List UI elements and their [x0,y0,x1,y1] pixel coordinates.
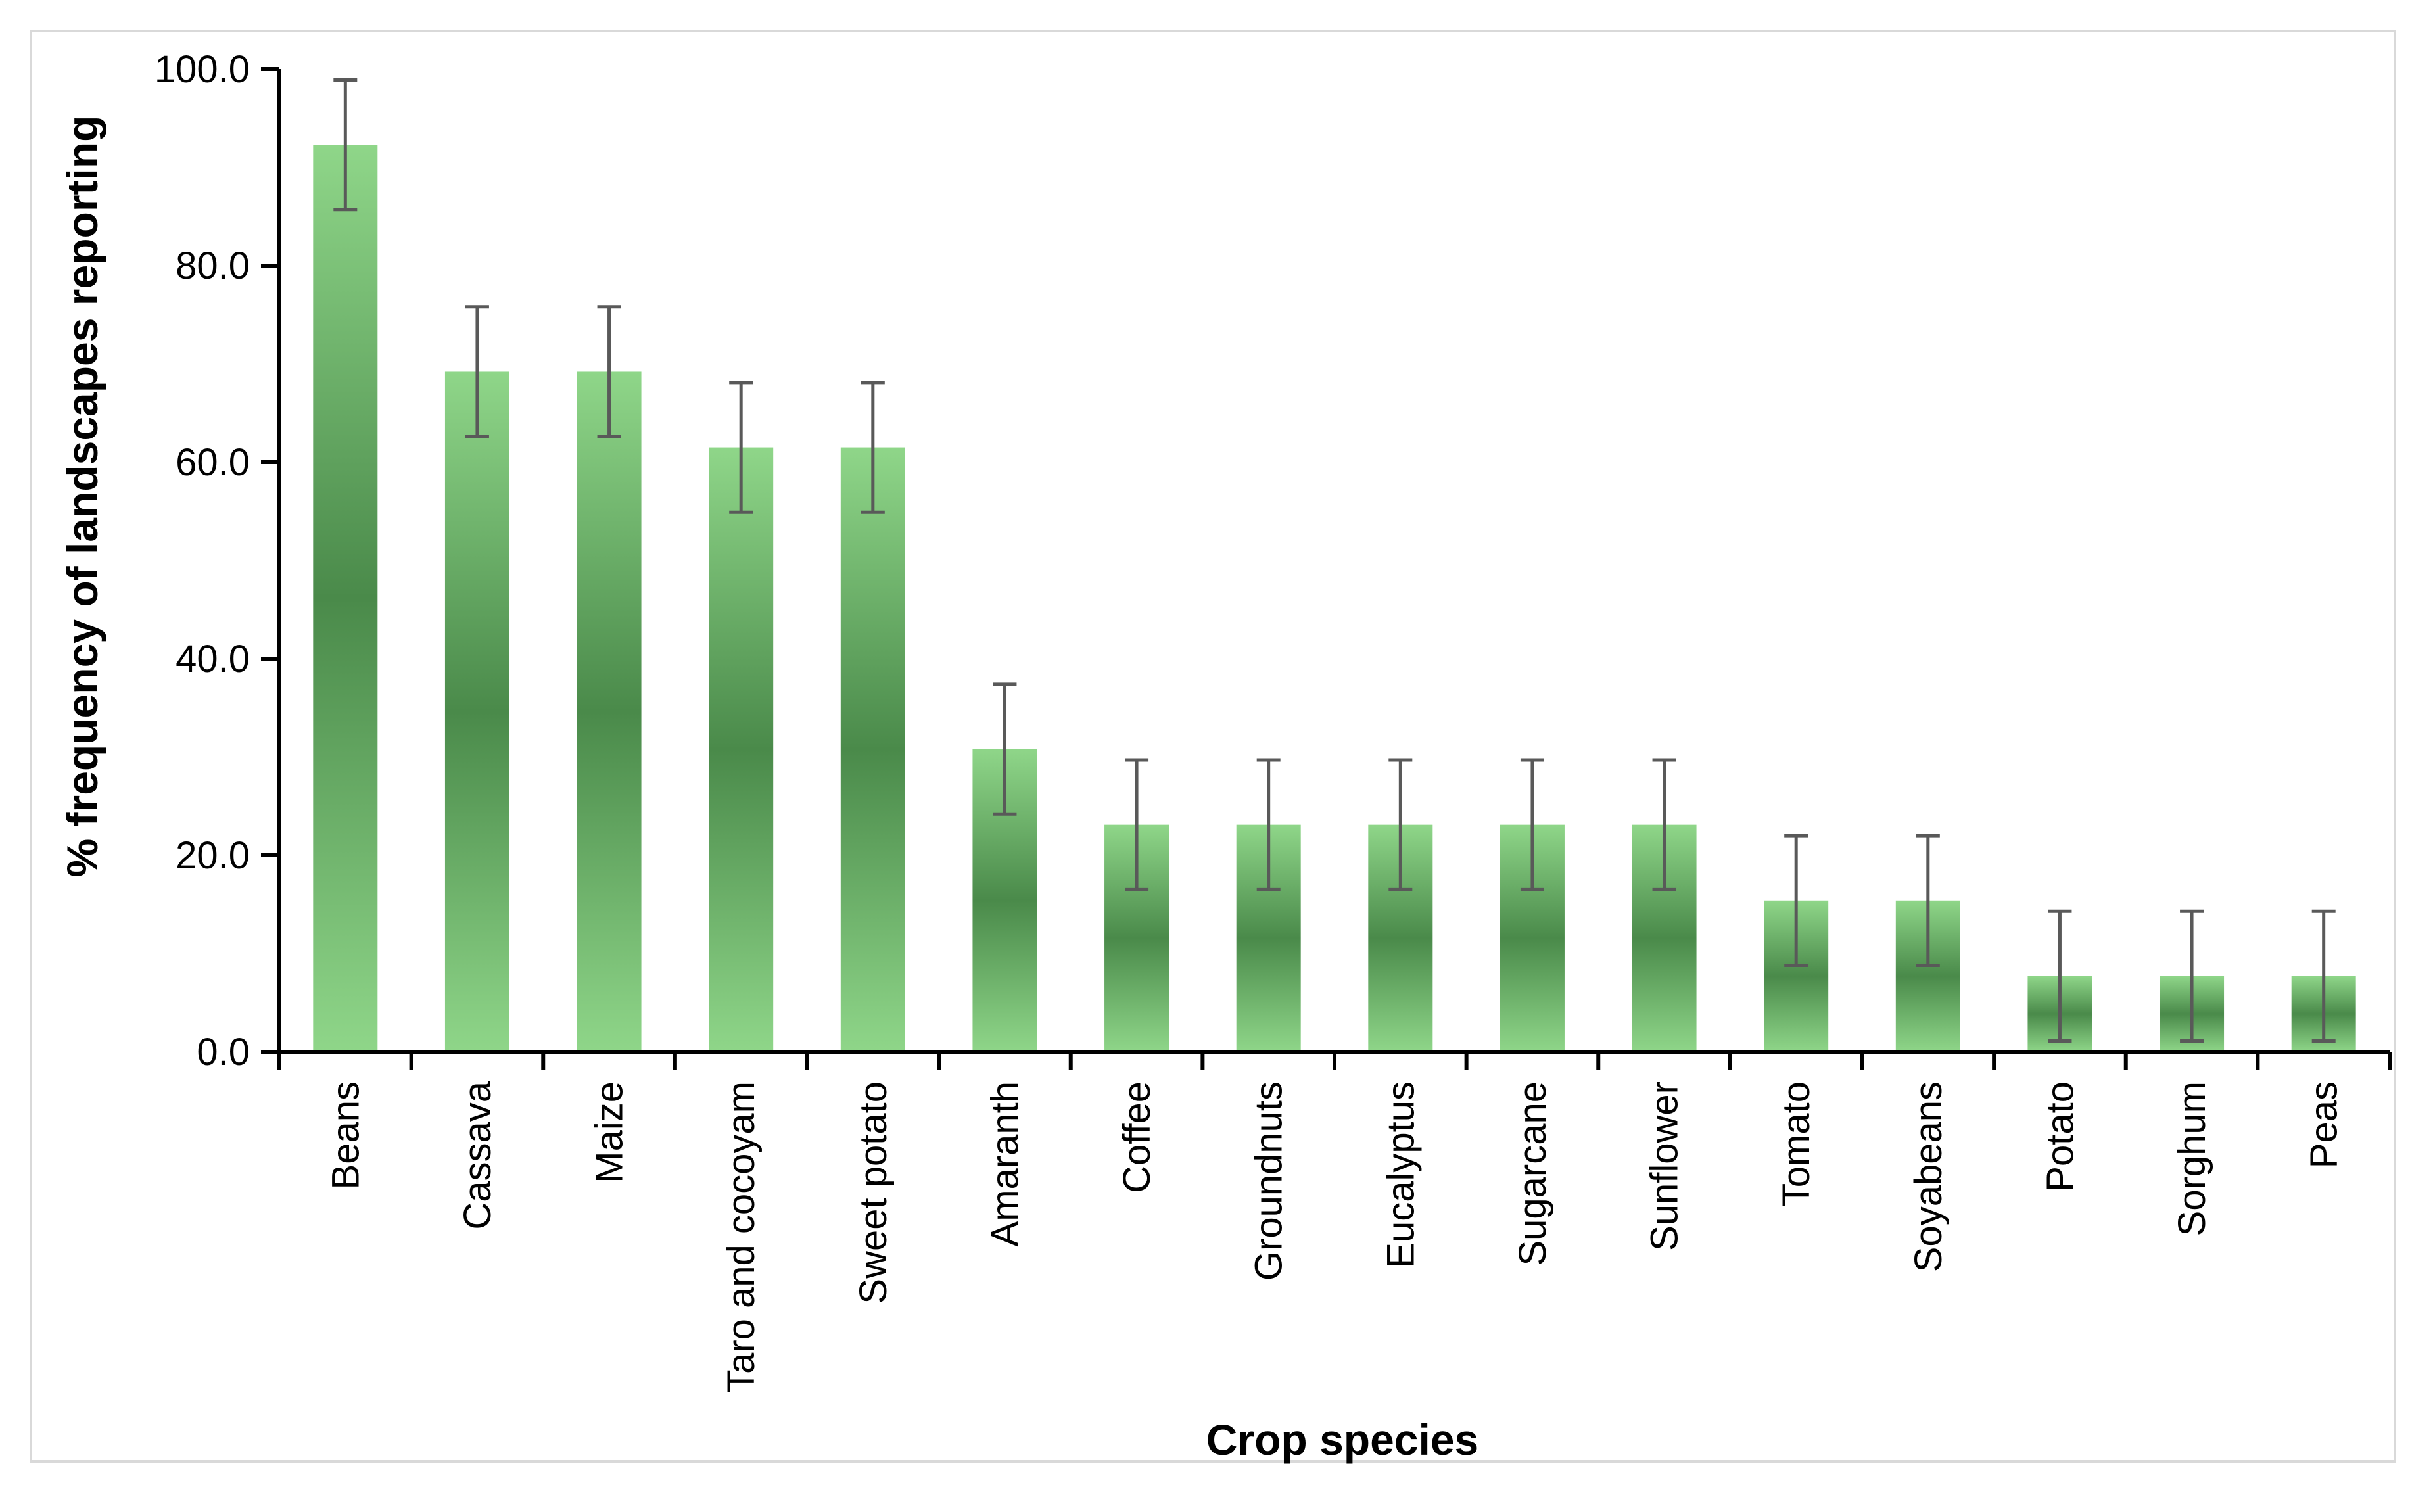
x-tick-label: Sweet potato [852,1081,895,1304]
x-tick-label: Sorghum [2171,1081,2213,1236]
y-tick-label: 0.0 [197,1031,250,1074]
x-tick-label: Peas [2303,1081,2346,1168]
y-tick-label: 100.0 [154,48,250,91]
y-tick-label: 60.0 [176,441,250,484]
x-axis-title: Crop species [1206,1415,1479,1464]
x-tick-label: Potato [2039,1081,2081,1192]
error-bars-layer [333,78,2336,1043]
bar-taro-and-cocoyam [709,447,774,1052]
bar-beans [313,145,378,1052]
chart-frame [30,30,2396,1463]
x-tick-label: Sunflower [1643,1081,1686,1251]
y-tick-label: 40.0 [176,638,250,680]
labels-layer: Beans Cassava Maize Taro and cocoyam Sweet p… [154,48,2346,1393]
x-tick-label: Cassava [456,1081,499,1229]
x-tick-label: Maize [588,1081,631,1183]
bar-sweet-potato [840,447,905,1052]
x-tick-label: Beans [324,1081,367,1189]
bar-maize [577,371,642,1052]
x-tick-label: Sugarcane [1511,1081,1554,1266]
x-tick-label: Tomato [1775,1081,1818,1206]
x-tick-label: Coffee [1116,1081,1158,1193]
y-tick-label: 80.0 [176,245,250,287]
x-tick-label: Eucalyptus [1379,1081,1422,1268]
bar-cassava [444,371,509,1052]
x-tick-label: Groundnuts [1248,1081,1290,1281]
x-tick-label: Amaranth [983,1081,1026,1246]
y-axis-title: % frequency of landscapes reporting [58,116,106,878]
bars-layer [313,145,2356,1052]
y-tick-label: 20.0 [176,834,250,877]
axes-layer [261,67,2392,1070]
x-tick-label: Soyabeans [1907,1081,1950,1272]
x-tick-label: Taro and cocoyam [720,1081,763,1393]
